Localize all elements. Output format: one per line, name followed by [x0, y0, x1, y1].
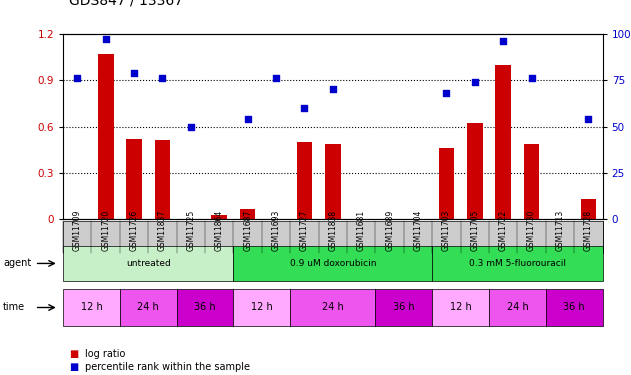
- Text: 12 h: 12 h: [251, 303, 273, 312]
- Text: 0.3 mM 5-fluorouracil: 0.3 mM 5-fluorouracil: [469, 259, 566, 268]
- Text: GSM11838: GSM11838: [328, 210, 338, 251]
- Bar: [240, 209, 256, 219]
- Bar: [155, 141, 170, 219]
- Bar: [126, 139, 142, 219]
- Bar: [325, 144, 341, 219]
- Text: percentile rank within the sample: percentile rank within the sample: [85, 362, 250, 372]
- Point: [243, 116, 253, 122]
- Text: GSM11864: GSM11864: [215, 210, 224, 251]
- Text: ■: ■: [69, 362, 79, 372]
- Text: GSM11681: GSM11681: [357, 210, 366, 251]
- Text: untreated: untreated: [126, 259, 170, 268]
- Bar: [581, 199, 596, 219]
- Text: ■: ■: [69, 350, 79, 359]
- Text: 12 h: 12 h: [81, 303, 102, 312]
- Point: [328, 87, 338, 93]
- Text: log ratio: log ratio: [85, 350, 126, 359]
- Point: [584, 116, 594, 122]
- Bar: [467, 123, 483, 219]
- Bar: [495, 64, 511, 219]
- Text: GSM11720: GSM11720: [101, 210, 110, 251]
- Point: [498, 38, 509, 44]
- Text: 24 h: 24 h: [138, 303, 159, 312]
- Point: [101, 36, 111, 42]
- Text: GSM11726: GSM11726: [129, 210, 139, 251]
- Text: GSM11725: GSM11725: [186, 210, 196, 251]
- Point: [158, 75, 168, 81]
- Text: GSM11705: GSM11705: [470, 210, 480, 251]
- Text: time: time: [3, 303, 25, 312]
- Text: 36 h: 36 h: [563, 303, 585, 312]
- Text: 36 h: 36 h: [393, 303, 415, 312]
- Bar: [439, 148, 454, 219]
- Text: GSM11713: GSM11713: [555, 210, 565, 251]
- Text: GSM11689: GSM11689: [385, 210, 394, 251]
- Text: GSM11837: GSM11837: [158, 210, 167, 251]
- Point: [271, 75, 281, 81]
- Text: GSM11704: GSM11704: [413, 210, 423, 251]
- Text: GSM11727: GSM11727: [300, 210, 309, 251]
- Point: [442, 90, 452, 96]
- Point: [186, 124, 196, 130]
- Text: GSM11709: GSM11709: [73, 210, 82, 251]
- Point: [526, 75, 536, 81]
- Bar: [524, 144, 540, 219]
- Point: [72, 75, 82, 81]
- Text: GSM11693: GSM11693: [271, 210, 281, 251]
- Text: 36 h: 36 h: [194, 303, 216, 312]
- Point: [129, 70, 139, 76]
- Text: GSM11730: GSM11730: [527, 210, 536, 251]
- Text: 12 h: 12 h: [450, 303, 471, 312]
- Bar: [98, 54, 114, 219]
- Text: 24 h: 24 h: [322, 303, 344, 312]
- Text: agent: agent: [3, 258, 32, 268]
- Text: GSM11687: GSM11687: [243, 210, 252, 251]
- Text: 24 h: 24 h: [507, 303, 528, 312]
- Text: GSM11703: GSM11703: [442, 210, 451, 251]
- Bar: [297, 142, 312, 219]
- Text: 0.9 uM doxorubicin: 0.9 uM doxorubicin: [290, 259, 376, 268]
- Point: [299, 105, 309, 111]
- Point: [469, 79, 480, 85]
- Bar: [211, 215, 227, 219]
- Text: GSM11722: GSM11722: [498, 210, 508, 251]
- Text: GSM11728: GSM11728: [584, 210, 593, 251]
- Text: GDS847 / 13367: GDS847 / 13367: [69, 0, 184, 8]
